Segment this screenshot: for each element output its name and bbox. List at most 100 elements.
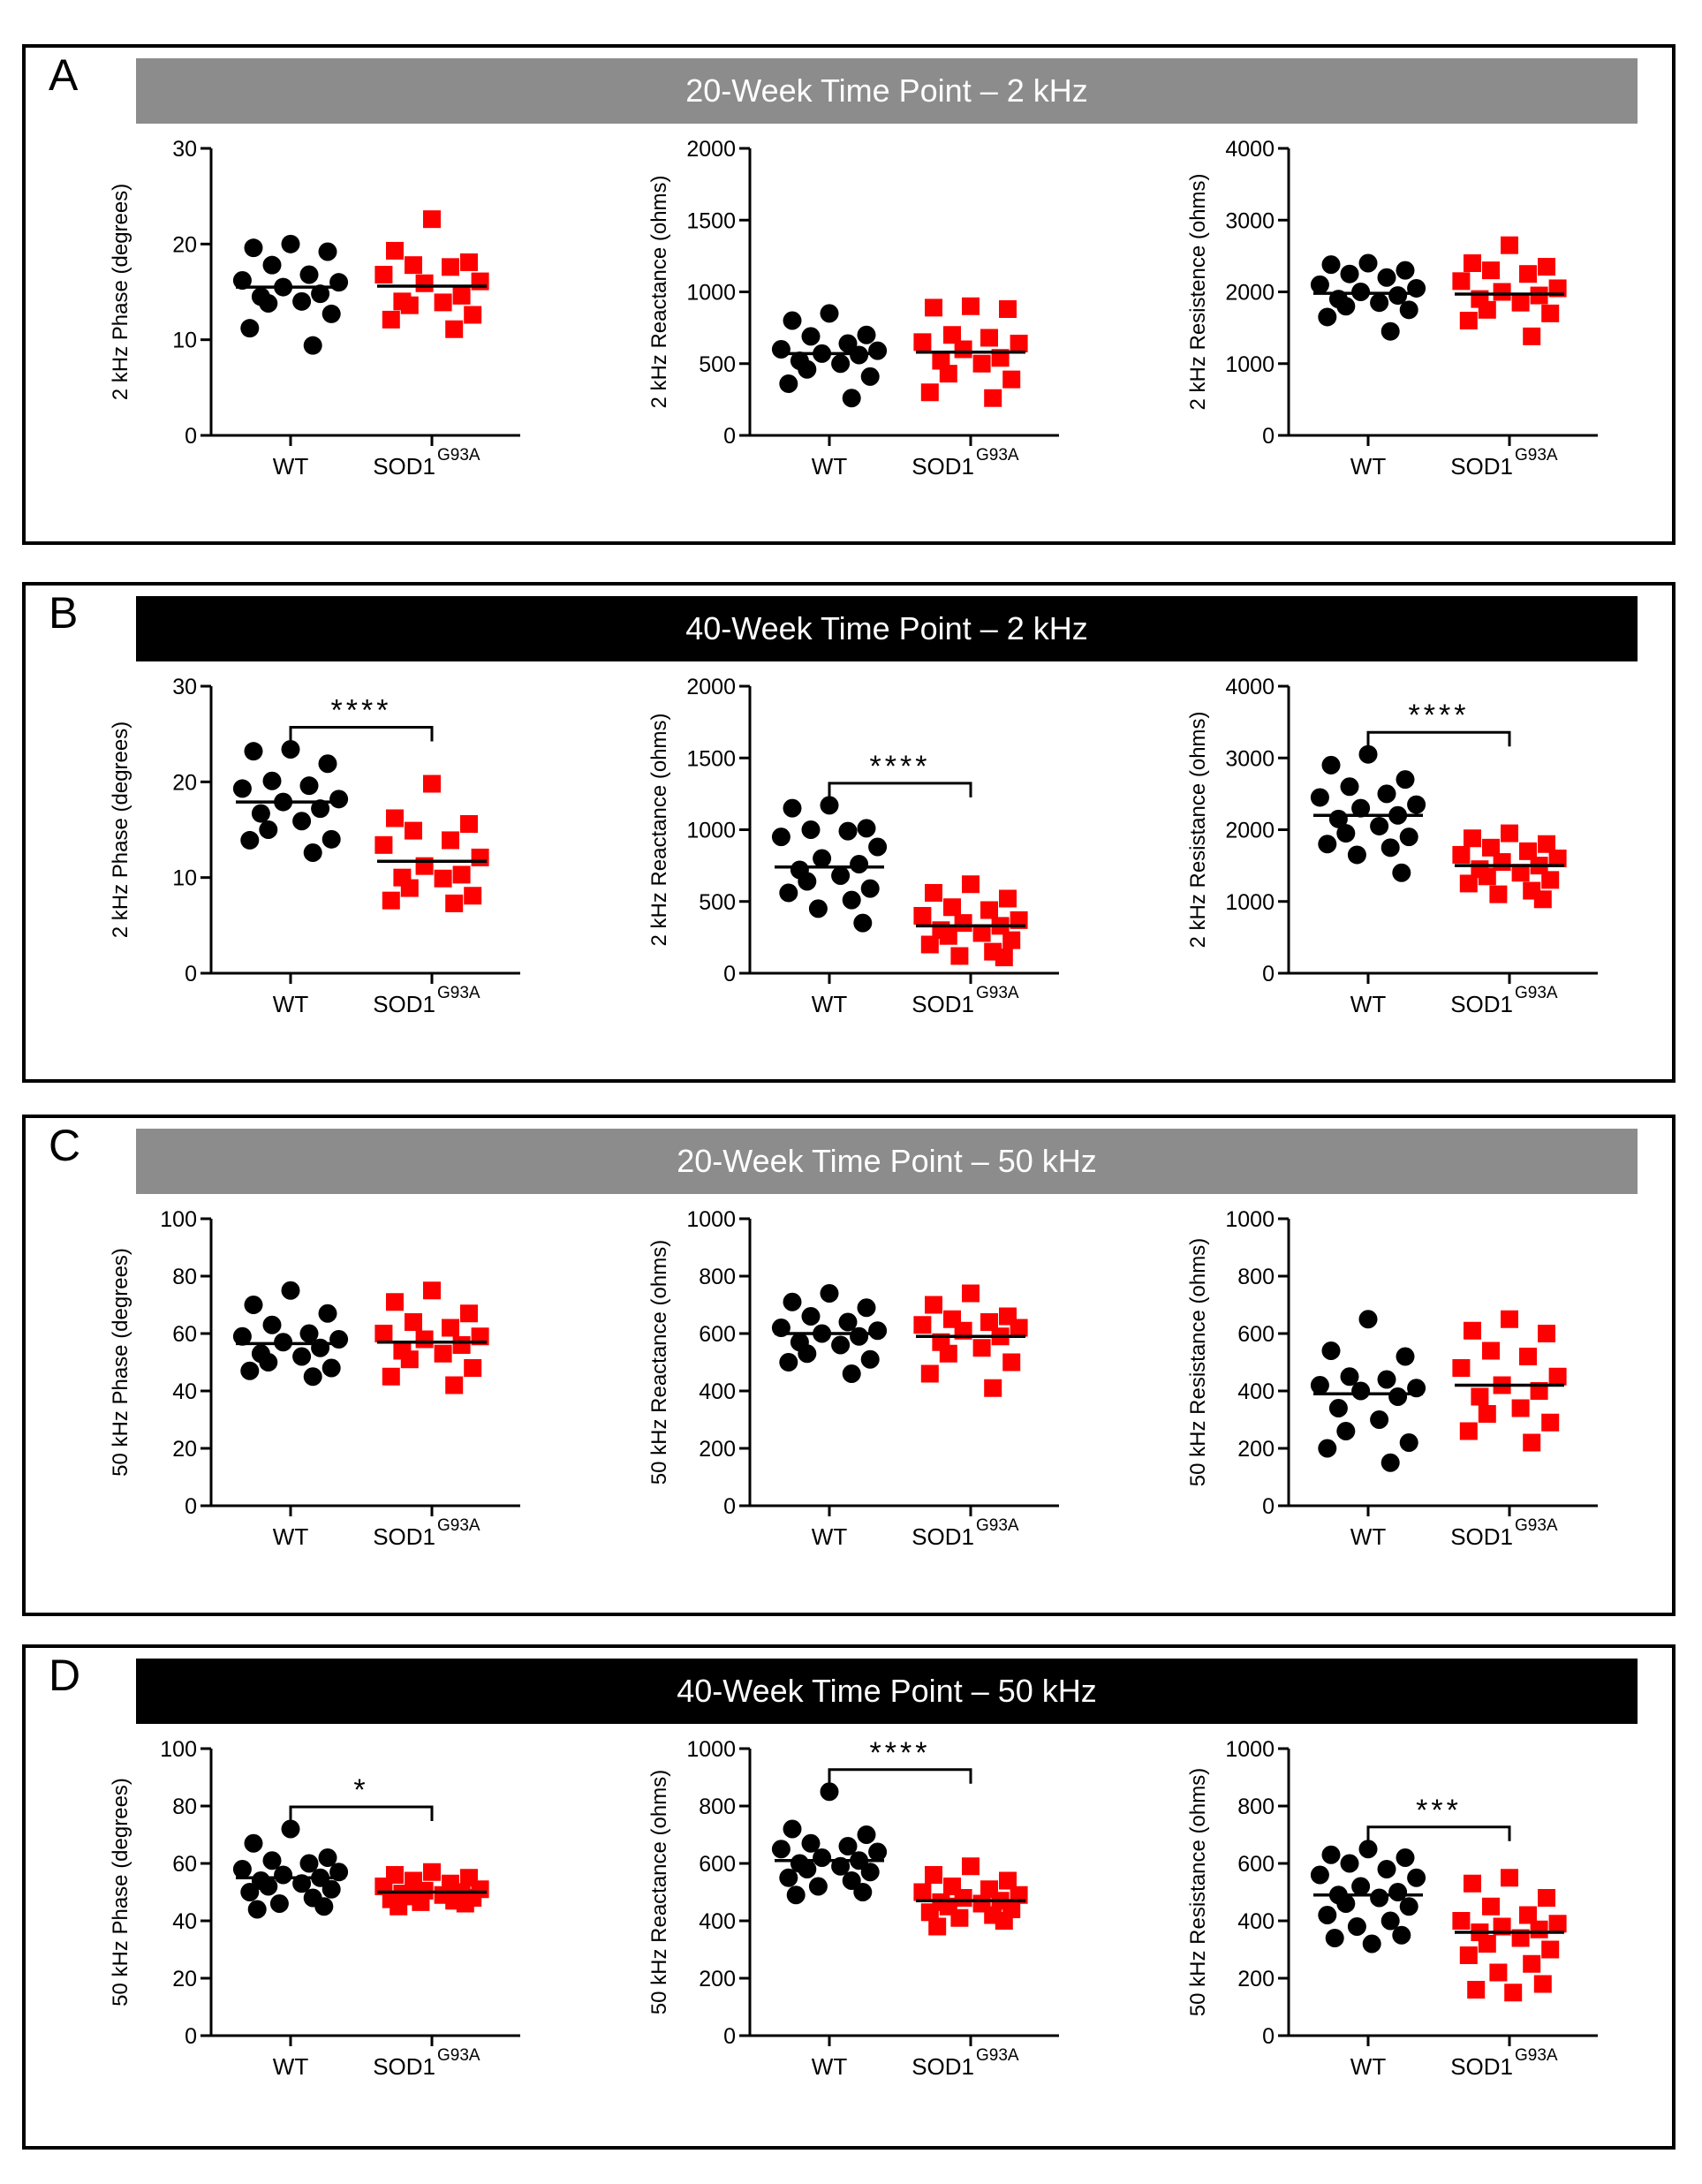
x-category-superscript: G93A — [1515, 1516, 1558, 1535]
sod1-data-point — [1010, 335, 1028, 352]
sod1-data-point — [995, 948, 1013, 967]
x-category-label: WT — [1350, 991, 1387, 1017]
sod1-data-point — [1548, 1915, 1567, 1933]
wt-data-point — [244, 1833, 263, 1853]
wt-data-point — [1392, 1925, 1411, 1945]
scatter-chart: 0 200 400 600 800 1000 50 kHz Resistance (ohms… — [1186, 1207, 1598, 1550]
wt-data-point — [329, 790, 349, 809]
x-category-superscript: G93A — [1515, 446, 1558, 465]
x-category-label: SOD1 — [912, 991, 974, 1017]
wt-data-point — [820, 1284, 839, 1303]
sod1-data-point — [972, 354, 991, 373]
sod1-data-point — [423, 210, 441, 229]
panel-d: D 40-Week Time Point – 50 kHz 0 20 40 60 80 1… — [22, 1644, 1676, 2150]
wt-data-point — [779, 1353, 798, 1372]
sod1-data-point — [1541, 1413, 1560, 1432]
sod1-data-point — [962, 875, 980, 894]
sod1-data-point — [1538, 1889, 1555, 1907]
panel-title-banner: 40-Week Time Point – 50 kHz — [136, 1659, 1638, 1724]
y-tick-label: 400 — [1237, 1379, 1275, 1404]
sod1-data-point — [1538, 835, 1555, 853]
wt-data-point — [1358, 1840, 1378, 1859]
y-tick-label: 4000 — [1225, 675, 1275, 699]
y-tick-label: 1000 — [1225, 1737, 1275, 1762]
wt-data-point — [1399, 300, 1418, 320]
wt-data-point — [1407, 795, 1426, 814]
sod1-data-point — [920, 1364, 939, 1383]
wt-data-point — [813, 849, 832, 868]
wt-data-point — [329, 1330, 349, 1349]
scatter-chart: 0 200 400 600 800 1000 50 kHz Reactance (ohms)… — [647, 1736, 1059, 2080]
wt-data-point — [1396, 261, 1415, 280]
x-category-superscript: G93A — [437, 984, 480, 1002]
sod1-data-point — [1501, 1869, 1518, 1887]
y-tick-label: 30 — [172, 137, 197, 162]
sod1-data-point — [925, 299, 942, 317]
sod1-data-point — [962, 297, 980, 315]
wt-data-point — [1396, 1848, 1415, 1867]
wt-data-point — [808, 1877, 828, 1896]
x-category-superscript: G93A — [437, 446, 480, 465]
wt-data-point — [853, 1883, 873, 1901]
scatter-chart: 0 1000 2000 3000 4000 2 kHz Resistence (ohms)… — [1186, 137, 1598, 480]
sod1-data-point — [415, 274, 434, 292]
bracket-line — [289, 1805, 434, 1821]
y-tick-label: 0 — [185, 1494, 197, 1519]
y-tick-label: 1000 — [686, 819, 736, 843]
sod1-data-point — [962, 1284, 980, 1303]
panel-title-banner: 20-Week Time Point – 50 kHz — [136, 1129, 1638, 1194]
sod1-data-point — [400, 1350, 419, 1369]
wt-data-point — [1358, 744, 1378, 764]
sod1-data-point — [423, 775, 441, 793]
wt-data-point — [820, 1782, 839, 1802]
wt-data-point — [801, 820, 821, 839]
panel-title-banner: 40-Week Time Point – 2 kHz — [136, 596, 1638, 661]
sod1-data-point — [382, 1367, 400, 1386]
scatter-chart: 0 20 40 60 80 100 50 kHz Phase (degrees) WT SOD1… — [109, 1737, 520, 2080]
x-category-label: SOD1 — [373, 2053, 435, 2080]
sod1-data-point — [1489, 885, 1508, 903]
bracket-line — [828, 782, 972, 797]
sod1-data-point — [913, 907, 932, 925]
sod1-data-point — [386, 241, 404, 260]
wt-data-point — [281, 740, 300, 759]
significance-stars: **** — [870, 750, 931, 783]
significance-stars: *** — [1416, 1794, 1462, 1827]
sod1-data-point — [452, 286, 471, 305]
x-category-label: WT — [1350, 2053, 1387, 2080]
sod1-data-point — [471, 848, 489, 866]
x-category-superscript: G93A — [976, 1516, 1019, 1535]
sod1-data-point — [1511, 293, 1530, 312]
y-tick-label: 20 — [172, 1967, 197, 1991]
wt-data-point — [259, 294, 278, 313]
sod1-data-point — [962, 1857, 980, 1876]
bracket-line — [828, 1768, 972, 1784]
sod1-data-point — [1501, 1310, 1518, 1328]
wt-data-point — [1381, 1911, 1400, 1931]
sod1-data-point — [950, 1908, 969, 1927]
wt-data-point — [798, 1344, 817, 1364]
sod1-data-point — [984, 1379, 1002, 1397]
wt-data-point — [1336, 824, 1356, 843]
sod1-data-point — [434, 1344, 452, 1363]
sod1-data-point — [925, 884, 942, 902]
wt-data-point — [1340, 777, 1359, 797]
sod1-data-point — [1519, 842, 1537, 860]
scatter-chart: 0 500 1000 1500 2000 2 kHz Reactance (ohms) WT… — [647, 137, 1059, 480]
x-category-superscript: G93A — [1515, 2046, 1558, 2065]
sod1-data-point — [405, 1313, 422, 1331]
y-tick-label: 1500 — [686, 746, 736, 771]
sod1-data-point — [1533, 890, 1552, 909]
y-tick-label: 30 — [172, 675, 197, 699]
x-category-label: SOD1 — [373, 1523, 435, 1550]
wt-data-point — [1351, 1381, 1371, 1401]
wt-data-point — [838, 1837, 858, 1855]
significance-stars: **** — [1409, 699, 1470, 732]
panel-letter: C — [49, 1121, 81, 1170]
panel-c: C 20-Week Time Point – 50 kHz 0 20 40 60 80 1… — [22, 1115, 1676, 1616]
sod1-data-point — [452, 1336, 471, 1354]
sod1-data-point — [999, 889, 1017, 908]
y-tick-label: 20 — [172, 232, 197, 257]
sod1-data-point — [386, 809, 404, 828]
sod1-data-point — [1478, 300, 1496, 319]
